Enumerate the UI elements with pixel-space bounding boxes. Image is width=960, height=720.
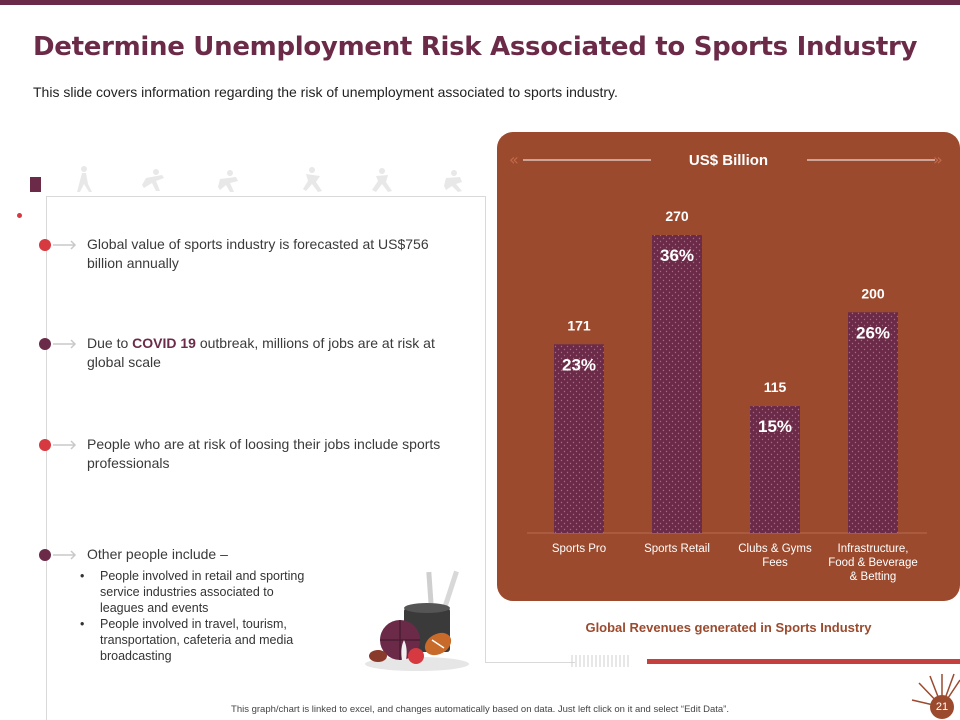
divider-top	[46, 196, 486, 197]
section-marker	[30, 177, 41, 192]
covid-emphasis: COVID 19	[132, 335, 196, 351]
percent-label: 23%	[562, 355, 596, 374]
page-subtitle: This slide covers information regarding …	[33, 84, 618, 100]
bar-2[interactable]	[652, 235, 702, 533]
bullet-mark: •	[80, 569, 85, 583]
bullet-text-suffix: outbreak, millions of jobs are at risk a…	[87, 335, 435, 370]
title-ornament-right: »	[807, 150, 943, 169]
bullet-item-2: Due to COVID 19 outbreak, millions of jo…	[39, 334, 447, 372]
percent-label: 15%	[758, 417, 792, 436]
value-label: 200	[861, 285, 885, 301]
page-number: 21	[930, 695, 954, 719]
category-label: & Betting	[850, 571, 897, 583]
divider-right	[485, 196, 486, 662]
sub-bullet-item: • People involved in travel, tourism, tra…	[80, 616, 310, 664]
bullet-text-prefix: Due to	[87, 335, 133, 351]
value-label: 115	[764, 379, 787, 395]
title-ornament-left: «	[509, 150, 651, 169]
bar-4[interactable]	[848, 312, 898, 533]
arrow-right-icon	[53, 440, 77, 450]
bullet-dot	[39, 239, 51, 251]
page-title: Determine Unemployment Risk Associated t…	[33, 32, 918, 62]
value-label: 171	[567, 317, 591, 333]
bullet-text: Due to COVID 19 outbreak, millions of jo…	[87, 334, 447, 372]
percent-label: 36%	[660, 246, 694, 265]
chart-title: US$ Billion	[688, 152, 769, 169]
category-label: Infrastructure,	[838, 543, 909, 555]
sub-bullet-text: People involved in travel, tourism, tran…	[100, 617, 294, 663]
bar-chart[interactable]: « » 171 23% Sports Pro 270 36% Sports Retail 1…	[497, 132, 960, 601]
arrow-right-icon	[53, 240, 77, 250]
bullet-dot	[39, 549, 51, 561]
bullet-text: Other people include –	[87, 546, 228, 562]
bullet-item-1: Global value of sports industry is forec…	[39, 235, 447, 273]
category-label: Fees	[762, 557, 788, 569]
accent-red-bar	[647, 659, 960, 664]
category-label: Food & Beverage	[828, 557, 918, 569]
bullet-mark: •	[80, 617, 85, 631]
bullet-dot	[39, 338, 51, 350]
arrow-right-icon	[53, 550, 77, 560]
divider-bottom	[485, 662, 575, 663]
top-accent-bar	[0, 0, 960, 5]
chart-caption: Global Revenues generated in Sports Indu…	[585, 620, 872, 635]
svg-text:»: »	[933, 150, 943, 169]
category-label: Sports Retail	[644, 543, 710, 555]
sub-bullet-item: • People involved in retail and sporting …	[80, 568, 310, 616]
athlete-silhouettes-icon	[77, 166, 462, 192]
percent-label: 26%	[856, 323, 890, 342]
value-label: 270	[665, 208, 689, 224]
arrow-right-icon	[53, 339, 77, 349]
tick-marks-decoration	[571, 655, 629, 667]
section-dot	[17, 213, 22, 218]
bar-3[interactable]	[750, 406, 800, 533]
bar-1[interactable]	[554, 344, 604, 533]
divider-vertical	[46, 196, 47, 720]
category-label: Sports Pro	[552, 543, 606, 555]
bullet-item-3: People who are at risk of loosing their …	[39, 435, 447, 473]
bullet-dot	[39, 439, 51, 451]
bullet-text: Global value of sports industry is forec…	[87, 236, 429, 271]
footer-note: This graph/chart is linked to excel, and…	[231, 704, 729, 715]
bullet-text: People who are at risk of loosing their …	[87, 436, 441, 471]
sub-bullet-text: People involved in retail and sporting s…	[100, 569, 305, 615]
category-label: Clubs & Gyms	[738, 543, 812, 555]
sub-bullet-list: • People involved in retail and sporting …	[80, 568, 310, 664]
bullet-item-4: Other people include –	[39, 545, 447, 565]
sports-equipment-icon	[365, 570, 469, 671]
svg-text:«: «	[509, 150, 519, 169]
